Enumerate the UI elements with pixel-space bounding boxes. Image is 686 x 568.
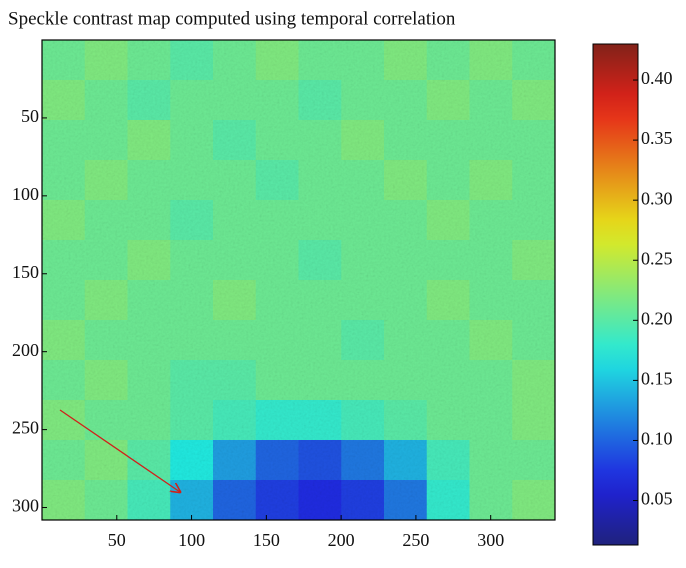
x-tick-label: 250 xyxy=(402,530,429,550)
colorbar-tick-label: 0.25 xyxy=(641,248,673,268)
x-tick-label: 50 xyxy=(108,530,126,550)
texture xyxy=(42,40,555,520)
y-tick-label: 200 xyxy=(12,340,39,360)
colorbar-tick-label: 0.20 xyxy=(641,308,673,328)
colorbar-tick-label: 0.10 xyxy=(641,429,673,449)
x-tick-label: 300 xyxy=(477,530,504,550)
colorbar-tick-label: 0.30 xyxy=(641,188,673,208)
y-tick-label: 50 xyxy=(21,106,39,126)
colorbar xyxy=(592,43,639,546)
y-tick-label: 300 xyxy=(12,496,39,516)
x-tick-label: 200 xyxy=(328,530,355,550)
colorbar-tick-label: 0.35 xyxy=(641,128,673,148)
y-tick-label: 150 xyxy=(12,262,39,282)
y-tick-label: 100 xyxy=(12,184,39,204)
colorbar-tick-label: 0.05 xyxy=(641,489,673,509)
x-tick-label: 100 xyxy=(178,530,205,550)
colorbar-tick-label: 0.15 xyxy=(641,369,673,389)
plot-frame xyxy=(41,39,556,521)
colorbar-tick-label: 0.40 xyxy=(641,68,673,88)
chart-title: Speckle contrast map computed using temp… xyxy=(8,8,456,29)
x-tick-label: 150 xyxy=(253,530,280,550)
y-tick-label: 250 xyxy=(12,418,39,438)
annotation-arrow xyxy=(59,409,180,492)
